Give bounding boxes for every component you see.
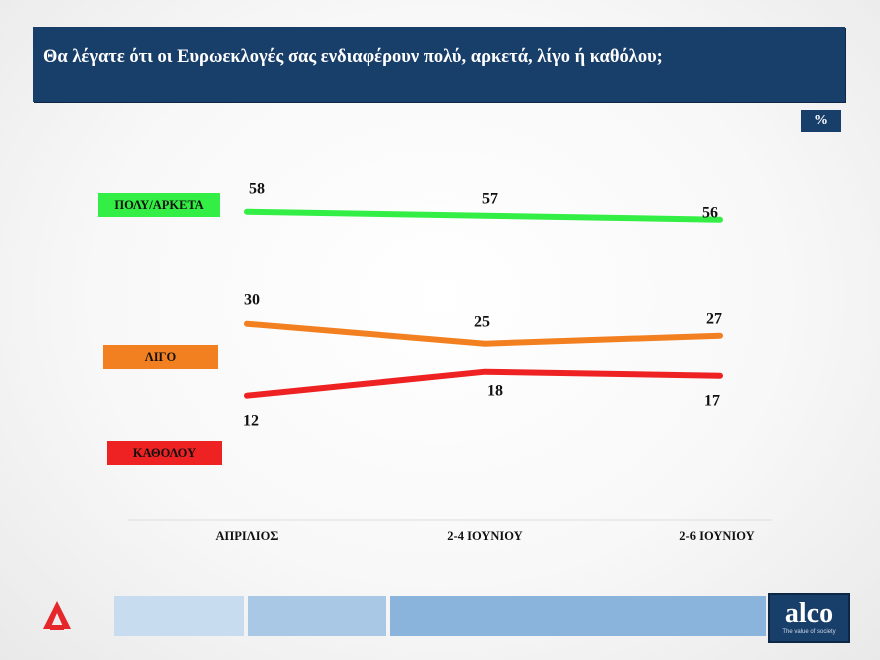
legend-label-katholou: ΚΑΘΟΛΟΥ xyxy=(107,441,222,465)
data-label: 58 xyxy=(249,181,265,198)
data-label: 25 xyxy=(474,314,490,331)
legend-label-ligo: ΛΙΓΟ xyxy=(103,345,218,369)
alco-logo: alco The value of society xyxy=(768,593,850,643)
data-label: 12 xyxy=(243,413,259,430)
unit-badge: % xyxy=(801,110,841,132)
data-label: 27 xyxy=(706,311,722,328)
data-label: 18 xyxy=(487,383,503,400)
x-tick-label: 2-4 ΙΟΥΝΙΟΥ xyxy=(447,529,522,543)
series-line xyxy=(244,320,723,347)
data-label: 57 xyxy=(482,191,498,208)
chart-title: Θα λέγατε ότι οι Ευρωεκλογές σας ενδιαφέ… xyxy=(43,47,663,67)
data-label: 56 xyxy=(702,205,718,222)
series-line xyxy=(244,208,723,223)
alco-brand-name: alco xyxy=(784,598,834,629)
footer-strip-1 xyxy=(114,596,244,636)
footer-strip-2 xyxy=(248,596,386,636)
alpha-tv-logo-icon xyxy=(33,598,81,634)
footer-strip-3 xyxy=(390,596,766,636)
x-tick-label: 2-6 ΙΟΥΝΙΟΥ xyxy=(679,529,754,543)
series-line xyxy=(244,368,723,399)
data-label: 17 xyxy=(704,393,720,410)
data-label: 30 xyxy=(244,292,260,309)
title-bar: Θα λέγατε ότι οι Ευρωεκλογές σας ενδιαφέ… xyxy=(33,27,845,102)
legend-label-poly-arketa: ΠΟΛΥ/ΑΡΚΕΤΑ xyxy=(98,193,220,217)
x-tick-label: ΑΠΡΙΛΙΟΣ xyxy=(216,529,279,543)
alco-tagline: The value of society xyxy=(782,629,836,635)
